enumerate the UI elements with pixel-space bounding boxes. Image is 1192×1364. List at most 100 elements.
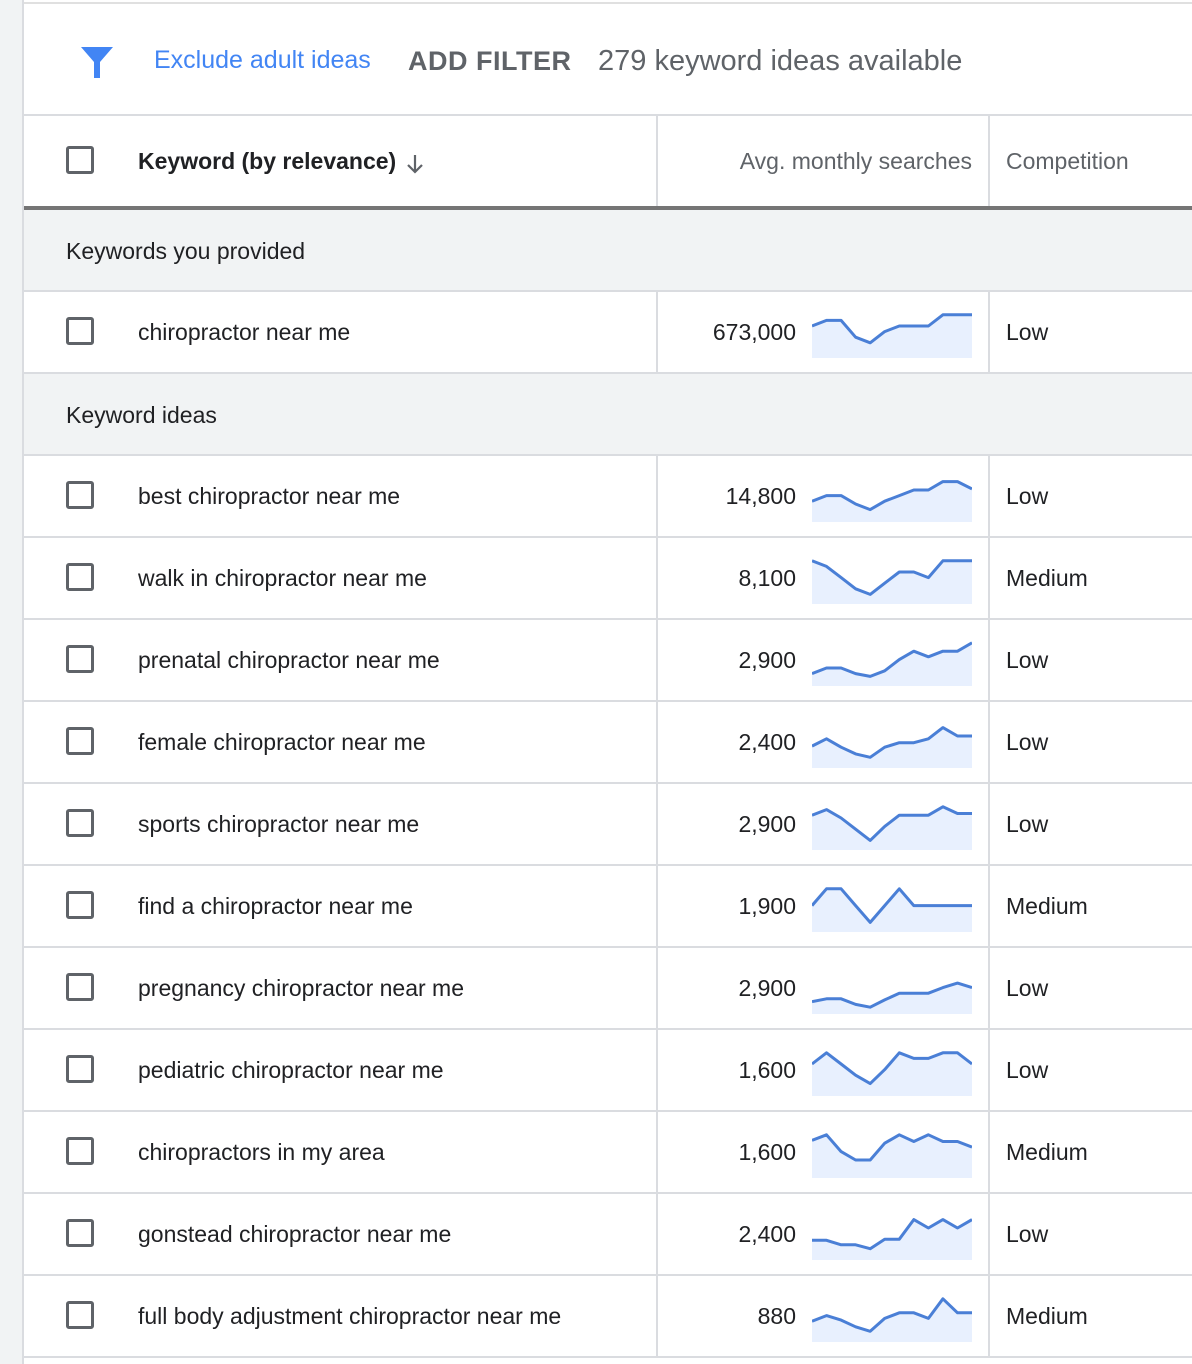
sparkline-line <box>812 1297 972 1333</box>
avg-monthly-searches-cell: 1,900 <box>738 893 796 919</box>
column-divider <box>656 1276 658 1356</box>
left-rail <box>0 0 24 1364</box>
select-all-checkbox[interactable] <box>66 146 94 174</box>
column-divider <box>656 620 658 700</box>
competition-cell: Medium <box>1006 565 1088 591</box>
sparkline-area <box>812 806 972 850</box>
competition-header[interactable]: Competition <box>1006 148 1129 174</box>
trend-sparkline <box>812 887 972 932</box>
trend-sparkline <box>812 1051 972 1096</box>
table-row[interactable]: female chiropractor near me 2,400 Low <box>24 702 1192 784</box>
row-checkbox[interactable] <box>66 317 94 345</box>
column-divider <box>988 866 990 946</box>
sparkline-line <box>812 1133 972 1162</box>
row-checkbox[interactable] <box>66 563 94 591</box>
section-header: Keywords you provided <box>24 210 1192 292</box>
keyword-cell: pregnancy chiropractor near me <box>138 975 464 1001</box>
column-divider <box>988 620 990 700</box>
arrow-down-icon[interactable] <box>404 152 426 176</box>
keyword-cell: walk in chiropractor near me <box>138 565 427 591</box>
sparkline-line <box>812 726 972 759</box>
sparkline-line <box>812 480 972 512</box>
row-checkbox[interactable] <box>66 1137 94 1165</box>
keyword-cell: prenatal chiropractor near me <box>138 647 440 673</box>
table-header: Keyword (by relevance) Avg. monthly sear… <box>24 116 1192 210</box>
table-row[interactable]: gonstead chiropractor near me 2,400 Low <box>24 1194 1192 1276</box>
row-checkbox[interactable] <box>66 809 94 837</box>
competition-cell: Medium <box>1006 1139 1088 1165</box>
sparkline-line <box>812 805 972 842</box>
column-divider <box>988 702 990 782</box>
table-row[interactable]: full body adjustment chiropractor near m… <box>24 1276 1192 1358</box>
keyword-ideas-panel: Exclude adult ideas ADD FILTER 279 keywo… <box>24 0 1192 1364</box>
row-checkbox[interactable] <box>66 1301 94 1329</box>
row-checkbox[interactable] <box>66 1219 94 1247</box>
competition-cell: Low <box>1006 975 1049 1001</box>
column-divider <box>656 1194 658 1274</box>
avg-monthly-searches-cell: 880 <box>757 1303 796 1329</box>
sparkline-area <box>812 1052 972 1096</box>
column-divider <box>656 702 658 782</box>
keyword-cell: best chiropractor near me <box>138 483 401 509</box>
add-filter-button[interactable]: ADD FILTER <box>408 46 572 76</box>
avg-monthly-searches-cell: 2,900 <box>738 647 796 673</box>
table-row[interactable]: pregnancy chiropractor near me 2,900 Low <box>24 948 1192 1030</box>
trend-sparkline <box>812 805 972 850</box>
trend-sparkline <box>812 726 972 768</box>
table-row[interactable]: pediatric chiropractor near me 1,600 Low <box>24 1030 1192 1112</box>
sparkline-line <box>812 1051 972 1086</box>
avg-monthly-searches-cell: 2,400 <box>738 729 796 755</box>
sparkline-area <box>812 1298 972 1342</box>
row-checkbox[interactable] <box>66 891 94 919</box>
keyword-ideas-count: 279 keyword ideas available <box>598 45 963 77</box>
table-row[interactable]: walk in chiropractor near me 8,100 Medium <box>24 538 1192 620</box>
sparkline-line <box>812 641 972 678</box>
competition-cell: Low <box>1006 319 1049 345</box>
column-divider <box>988 784 990 864</box>
column-divider <box>988 1194 990 1274</box>
sparkline-line <box>812 887 972 924</box>
funnel-icon[interactable] <box>80 44 114 80</box>
table-row[interactable]: chiropractors in my area 1,600 Medium <box>24 1112 1192 1194</box>
row-checkbox[interactable] <box>66 481 94 509</box>
keyword-cell: sports chiropractor near me <box>138 811 420 837</box>
exclude-adult-ideas-link[interactable]: Exclude adult ideas <box>154 46 371 74</box>
row-checkbox[interactable] <box>66 973 94 1001</box>
column-divider <box>988 292 990 372</box>
keyword-column-header[interactable]: Keyword (by relevance) <box>138 148 397 174</box>
section-label: Keyword ideas <box>66 402 217 428</box>
avg-monthly-searches-cell: 1,600 <box>738 1139 796 1165</box>
column-divider <box>656 1112 658 1192</box>
sparkline-area <box>812 314 972 358</box>
column-divider <box>656 456 658 536</box>
trend-sparkline <box>812 1133 972 1178</box>
avg-monthly-searches-cell: 2,900 <box>738 975 796 1001</box>
column-divider <box>988 948 990 1028</box>
table-row[interactable]: sports chiropractor near me 2,900 Low <box>24 784 1192 866</box>
row-checkbox[interactable] <box>66 1055 94 1083</box>
competition-cell: Medium <box>1006 1303 1088 1329</box>
competition-cell: Low <box>1006 647 1049 673</box>
row-checkbox[interactable] <box>66 727 94 755</box>
avg-monthly-searches-cell: 8,100 <box>738 565 796 591</box>
avg-monthly-searches-header[interactable]: Avg. monthly searches <box>739 148 972 174</box>
table-row[interactable]: prenatal chiropractor near me 2,900 Low <box>24 620 1192 702</box>
column-divider <box>656 948 658 1028</box>
table-row[interactable]: find a chiropractor near me 1,900 Medium <box>24 866 1192 948</box>
section-label: Keywords you provided <box>66 238 306 264</box>
sparkline-area <box>812 1134 972 1178</box>
keyword-cell: gonstead chiropractor near me <box>138 1221 452 1247</box>
column-divider <box>656 538 658 618</box>
table-row[interactable]: chiropractor near me 673,000 Low <box>24 292 1192 374</box>
column-divider <box>988 116 990 206</box>
row-checkbox[interactable] <box>66 645 94 673</box>
trend-sparkline <box>812 641 972 686</box>
competition-cell: Medium <box>1006 893 1088 919</box>
table-row[interactable]: best chiropractor near me 14,800 Low <box>24 456 1192 538</box>
competition-cell: Low <box>1006 811 1049 837</box>
keyword-cell: female chiropractor near me <box>138 729 426 755</box>
trend-sparkline <box>812 313 972 358</box>
trend-sparkline <box>812 559 972 604</box>
trend-sparkline <box>812 480 972 522</box>
column-divider <box>988 538 990 618</box>
